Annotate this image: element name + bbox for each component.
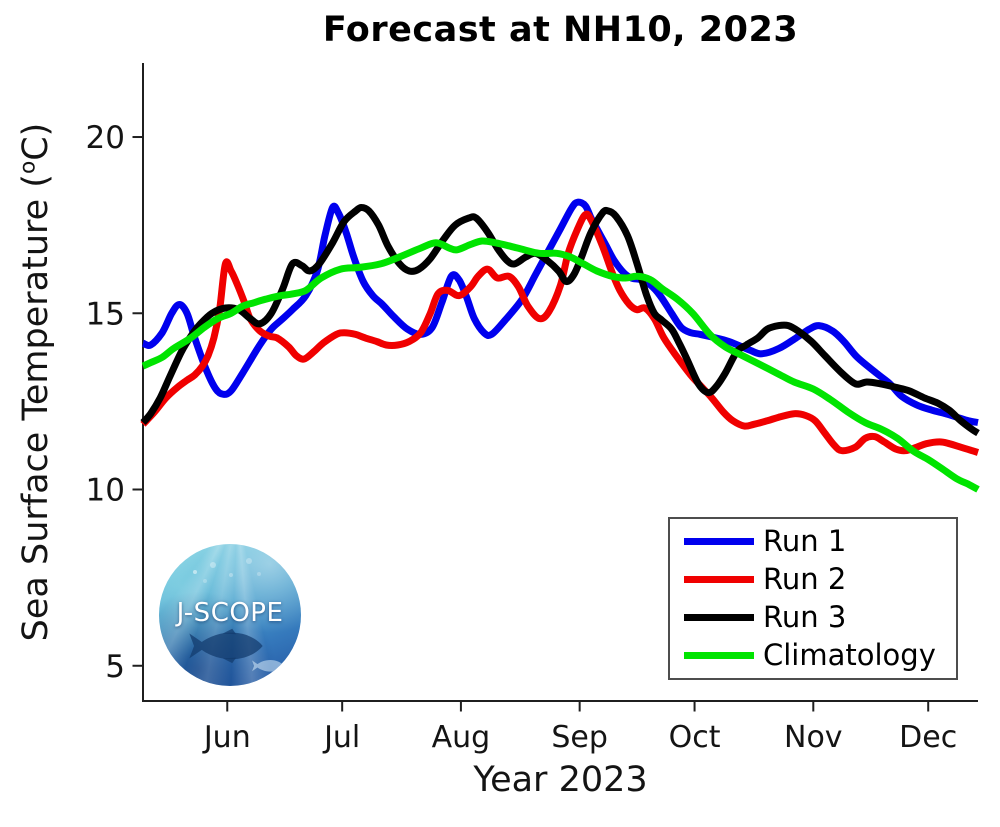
x-tick-label-sep: Sep: [551, 720, 608, 755]
y-tick-label-20: 20: [86, 120, 125, 156]
legend-entry-run-3: Run 3: [670, 603, 956, 632]
legend: Run 1 Run 2 Run 3 Climatology: [668, 517, 958, 680]
series-line-climatology: [141, 237, 980, 493]
legend-line-swatch-climatology: [684, 652, 754, 660]
legend-label-climatology: Climatology: [763, 638, 936, 673]
x-tick-label-jul: Jul: [322, 720, 360, 755]
x-tick-label-aug: Aug: [432, 720, 491, 755]
x-tick-label-dec: Dec: [899, 720, 957, 755]
legend-entry-run-2: Run 2: [670, 561, 956, 596]
y-axis-label-degree-sup: o: [15, 160, 41, 175]
y-axis-label-suffix: C): [16, 122, 56, 161]
legend-line-swatch-run-2: [684, 575, 754, 583]
fish-icon: [187, 628, 265, 664]
y-axis-label: Sea Surface Temperature (oC): [15, 122, 56, 642]
x-tick-label-nov: Nov: [784, 720, 843, 755]
legend-entry-run-1: Run 1: [670, 523, 956, 558]
x-tick-label-oct: Oct: [669, 720, 721, 755]
series-line-run-1: [141, 198, 979, 426]
legend-label-run-3: Run 3: [763, 600, 847, 635]
small-fish-icon: [251, 658, 285, 674]
bubbles-decoration: [193, 570, 197, 574]
y-axis-label-prefix: Sea Surface Temperature (: [16, 174, 56, 642]
chart-title: Forecast at NH10, 2023: [322, 10, 799, 50]
legend-label-run-1: Run 1: [763, 523, 847, 558]
y-tick-label-5: 5: [105, 649, 125, 685]
y-tick-label-15: 15: [86, 296, 125, 332]
x-tick-label-jun: Jun: [202, 720, 251, 755]
legend-line-swatch-run-1: [684, 537, 754, 545]
series-line-run-3: [140, 204, 980, 437]
logo-text: J-SCOPE: [176, 597, 284, 628]
legend-entry-climatology: Climatology: [670, 641, 956, 670]
legend-label-run-2: Run 2: [763, 561, 847, 596]
legend-line-swatch-run-3: [684, 614, 754, 622]
x-axis-label: Year 2023: [473, 760, 648, 800]
jscope-logo: J-SCOPE: [159, 544, 301, 686]
y-tick-label-10: 10: [86, 473, 125, 509]
axes-spines: [142, 63, 978, 702]
